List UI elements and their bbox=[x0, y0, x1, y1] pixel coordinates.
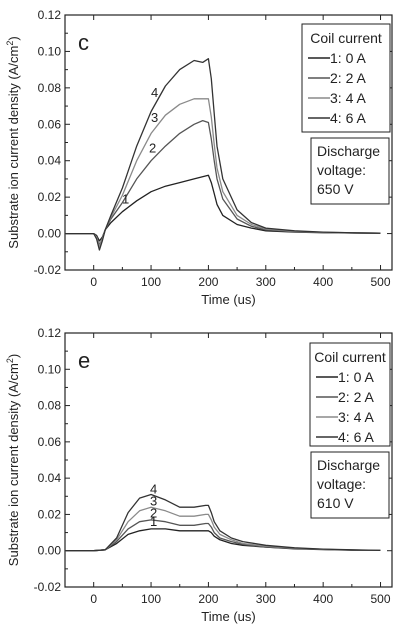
y-tick-label: 0.00 bbox=[38, 544, 62, 558]
legend-entry-1: 1: 0 A bbox=[338, 369, 374, 385]
curve-label-3: 3 bbox=[151, 110, 158, 125]
y-tick-label: -0.02 bbox=[34, 580, 62, 594]
x-axis-label: Time (us) bbox=[201, 609, 255, 624]
x-tick-label: 0 bbox=[90, 592, 97, 606]
legend-entry-1: 1: 0 A bbox=[330, 50, 366, 66]
legend-entry-2: 2: 2 A bbox=[330, 70, 366, 86]
x-tick-label: 100 bbox=[141, 592, 161, 606]
y-axis-label-superscript: 2 bbox=[5, 358, 15, 363]
legend-entry-2: 2: 2 A bbox=[338, 389, 374, 405]
y-axis-label-superscript: 2 bbox=[5, 41, 15, 46]
curve-label-3: 3 bbox=[150, 493, 157, 508]
legend-box bbox=[309, 342, 391, 447]
discharge-note-line: voltage: bbox=[317, 476, 366, 492]
x-tick-label: 200 bbox=[198, 275, 218, 289]
y-axis-label: Substrate ion current density (A/cm2) bbox=[5, 354, 21, 566]
series-line-4 bbox=[65, 493, 381, 552]
x-tick-label: 400 bbox=[313, 592, 333, 606]
legend-entry-3: 3: 4 A bbox=[338, 409, 374, 425]
discharge-note-line: voltage: bbox=[317, 162, 366, 178]
curve-label-2: 2 bbox=[149, 141, 156, 156]
y-axis-label-main: Substrate ion current density (A/cm bbox=[6, 46, 21, 249]
y-tick-label: 0.02 bbox=[38, 507, 62, 521]
x-tick-label: 100 bbox=[141, 275, 161, 289]
y-tick-label: 0.06 bbox=[38, 435, 62, 449]
legend-title: Coil current bbox=[314, 349, 386, 365]
y-tick-label: 0.04 bbox=[38, 154, 62, 168]
y-tick-label: 0.12 bbox=[38, 326, 62, 340]
x-axis-label: Time (us) bbox=[201, 292, 255, 307]
y-tick-label: 0.00 bbox=[38, 227, 62, 241]
x-tick-label: 500 bbox=[371, 275, 391, 289]
y-tick-label: 0.06 bbox=[38, 117, 62, 131]
discharge-note-box bbox=[310, 137, 390, 205]
y-axis-label-close: ) bbox=[6, 36, 21, 40]
x-tick-label: 300 bbox=[256, 275, 276, 289]
panel-label: e bbox=[78, 348, 90, 373]
legend-title: Coil current bbox=[310, 30, 382, 46]
y-axis-label-close: ) bbox=[6, 354, 21, 358]
curve-label-2: 2 bbox=[150, 505, 157, 520]
y-tick-label: 0.08 bbox=[38, 399, 62, 413]
curve-label-4: 4 bbox=[151, 85, 158, 100]
panel-label: c bbox=[78, 30, 89, 55]
y-tick-label: 0.10 bbox=[38, 362, 62, 376]
y-tick-label: 0.10 bbox=[38, 44, 62, 58]
x-tick-label: 200 bbox=[198, 592, 218, 606]
legend-entry-4: 4: 6 A bbox=[330, 110, 366, 126]
discharge-note-line: 650 V bbox=[317, 181, 354, 197]
y-tick-label: 0.04 bbox=[38, 471, 62, 485]
curve-label-1: 1 bbox=[122, 191, 129, 206]
x-tick-label: 300 bbox=[256, 592, 276, 606]
x-tick-label: 400 bbox=[313, 275, 333, 289]
chart-panel-e: -0.02 0.00 0.02 0.04 0.06 0.08 0.10 0.12 0 100 200… bbox=[5, 326, 393, 624]
discharge-note-box bbox=[310, 451, 390, 519]
y-tick-label: -0.02 bbox=[34, 263, 62, 277]
x-tick-label: 0 bbox=[90, 275, 97, 289]
legend-entry-3: 3: 4 A bbox=[330, 90, 366, 106]
y-axis-label-main: Substrate ion current density (A/cm bbox=[6, 363, 21, 566]
series-line-4 bbox=[65, 58, 381, 251]
y-tick-label: 0.02 bbox=[38, 190, 62, 204]
legend-entry-4: 4: 6 A bbox=[338, 429, 374, 445]
discharge-note-line: 610 V bbox=[317, 495, 354, 511]
y-axis-label: Substrate ion current density (A/cm2) bbox=[5, 36, 21, 248]
discharge-note-line: Discharge bbox=[317, 143, 380, 159]
curve-label-4: 4 bbox=[150, 481, 157, 496]
x-tick-label: 500 bbox=[371, 592, 391, 606]
y-tick-label: 0.08 bbox=[38, 81, 62, 95]
y-tick-label: 0.12 bbox=[38, 8, 62, 22]
discharge-note-line: Discharge bbox=[317, 457, 380, 473]
chart-panel-c: -0.02 0.00 0.02 0.04 0.06 0.08 0.10 0.12 0 100 200… bbox=[5, 8, 393, 307]
curve-label-1: 1 bbox=[150, 514, 157, 529]
